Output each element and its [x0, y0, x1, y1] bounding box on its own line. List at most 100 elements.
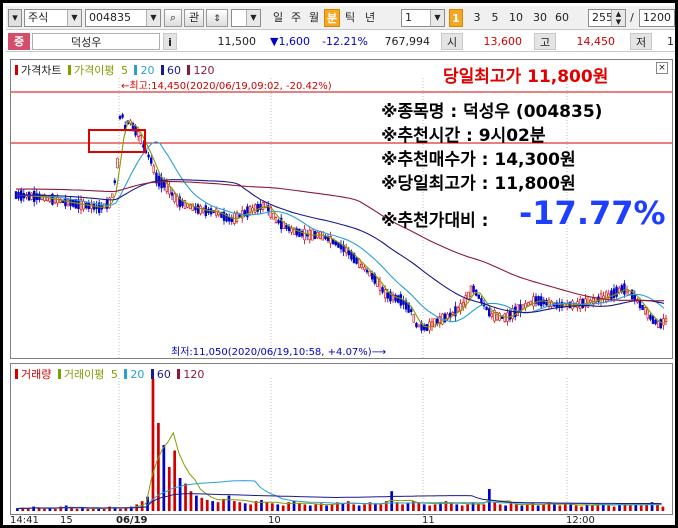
stock-name: 덕성우: [32, 33, 160, 50]
candle-body: [300, 230, 304, 237]
legend-marker: [57, 369, 61, 379]
volume-chart-pane[interactable]: 거래량 거래이평 5 20 60 120: [10, 363, 673, 515]
candle-body: [178, 196, 181, 208]
candle-body: [111, 193, 114, 198]
market-select[interactable]: 주식 ▼: [24, 9, 82, 27]
candle-body: [555, 302, 559, 308]
search-button[interactable]: ⌕: [164, 9, 182, 27]
period-day[interactable]: 일: [272, 11, 284, 24]
volume-bar: [249, 504, 252, 511]
volume-bar: [417, 502, 421, 511]
volume-bar: [455, 504, 459, 511]
legend-ma5: 5: [120, 64, 128, 77]
period-month[interactable]: 월: [308, 11, 320, 24]
vol-ma60-line: [15, 493, 662, 510]
volume-bar: [162, 445, 166, 511]
minute-10[interactable]: 10: [509, 11, 523, 24]
close-pane-icon[interactable]: ×: [656, 62, 668, 74]
minute-5[interactable]: 5: [491, 11, 499, 24]
candle-body: [220, 211, 223, 218]
chevron-down-icon: ▼: [146, 10, 160, 26]
candle-body: [641, 304, 644, 311]
period-tick[interactable]: 틱: [344, 11, 356, 24]
candle-body: [493, 310, 496, 322]
market-menu-icon[interactable]: ▾: [8, 9, 22, 27]
volume-bar: [639, 505, 643, 511]
low-label: 저: [630, 33, 652, 50]
watchlist-label: 관: [188, 11, 200, 24]
candle-body: [386, 292, 389, 299]
volume-bar: [64, 505, 68, 511]
candle-body: [604, 291, 608, 302]
volume-bar: [151, 379, 155, 511]
candle-body: [92, 203, 96, 210]
volume-bar: [374, 503, 377, 511]
volume-bar: [81, 507, 84, 511]
period-minute[interactable]: 분: [324, 9, 340, 27]
volume-bar: [482, 504, 486, 511]
watchlist-button[interactable]: 관: [184, 9, 204, 27]
candle-body: [526, 302, 530, 306]
volume-value: 767,994: [384, 35, 431, 48]
quote-bar: 증 덕성우 i 11,500 ▼1,600 -12.21% 767,994 시 …: [6, 31, 675, 52]
candle-body: [168, 185, 171, 195]
option-select[interactable]: ▼: [231, 9, 261, 27]
candle-body: [628, 290, 631, 295]
volume-bar: [21, 507, 25, 511]
candle-body: [74, 199, 78, 209]
volume-bar: [298, 503, 301, 511]
volume-bar: [433, 504, 437, 511]
candle-body: [368, 270, 371, 277]
minute-3[interactable]: 3: [473, 11, 481, 24]
volume-bar: [281, 505, 285, 511]
volume-bar: [460, 505, 464, 511]
legend-marker: [124, 369, 128, 379]
candle-body: [71, 200, 75, 207]
candle-body: [472, 285, 475, 293]
price-chart-pane[interactable]: 가격차트 가격이평 5 20 60 120 × ←최고:14,450(2020/…: [10, 59, 673, 359]
volume-bar: [553, 504, 556, 511]
legend-marker: [187, 65, 191, 75]
candle-body: [303, 228, 306, 241]
candle-body: [378, 281, 382, 291]
candle-body: [279, 217, 283, 230]
spin-icon: ▲ ▼: [611, 10, 625, 26]
period-year[interactable]: 년: [364, 11, 376, 24]
volume-bar: [48, 507, 52, 511]
candle-body: [446, 313, 449, 320]
candle-body: [105, 199, 109, 209]
time-tick: 14:41: [10, 515, 39, 526]
candle-body: [469, 285, 473, 298]
volume-bar: [216, 502, 220, 511]
volume-bar: [119, 508, 122, 511]
volume-bar: [357, 505, 361, 511]
volume-bar: [70, 507, 73, 511]
total-count-field[interactable]: 1200: [639, 9, 675, 27]
info-button[interactable]: i: [163, 33, 177, 50]
period-week[interactable]: 주: [290, 11, 302, 24]
alert-badge[interactable]: 1: [449, 9, 463, 27]
volume-bar: [498, 504, 502, 511]
volume-bar: [308, 505, 312, 511]
legend-marker: [15, 65, 18, 75]
up-down-stepper[interactable]: ⇕: [206, 9, 228, 27]
candle-body: [438, 316, 441, 325]
candle-body: [516, 304, 519, 316]
volume-bar: [450, 503, 453, 511]
volume-bar: [211, 501, 215, 511]
price-change: ▼1,600: [270, 35, 310, 48]
stock-code-input[interactable]: 004835 ▼: [85, 9, 161, 27]
legend-marker: [134, 65, 138, 75]
volume-bar: [37, 507, 41, 511]
minute-30[interactable]: 30: [533, 11, 547, 24]
high-annotation: ←최고:14,450(2020/06/19,09:02, -20.42%): [121, 81, 332, 92]
interval-select[interactable]: 1 ▼: [401, 9, 445, 27]
volume-bar: [585, 504, 589, 511]
minute-60[interactable]: 60: [555, 11, 569, 24]
volume-bar: [341, 503, 345, 511]
volume-bar: [656, 504, 659, 511]
count-stepper[interactable]: 255 ▲ ▼: [588, 9, 626, 27]
candle-body: [649, 314, 652, 320]
volume-bar: [379, 504, 383, 511]
candle-body: [287, 226, 291, 232]
